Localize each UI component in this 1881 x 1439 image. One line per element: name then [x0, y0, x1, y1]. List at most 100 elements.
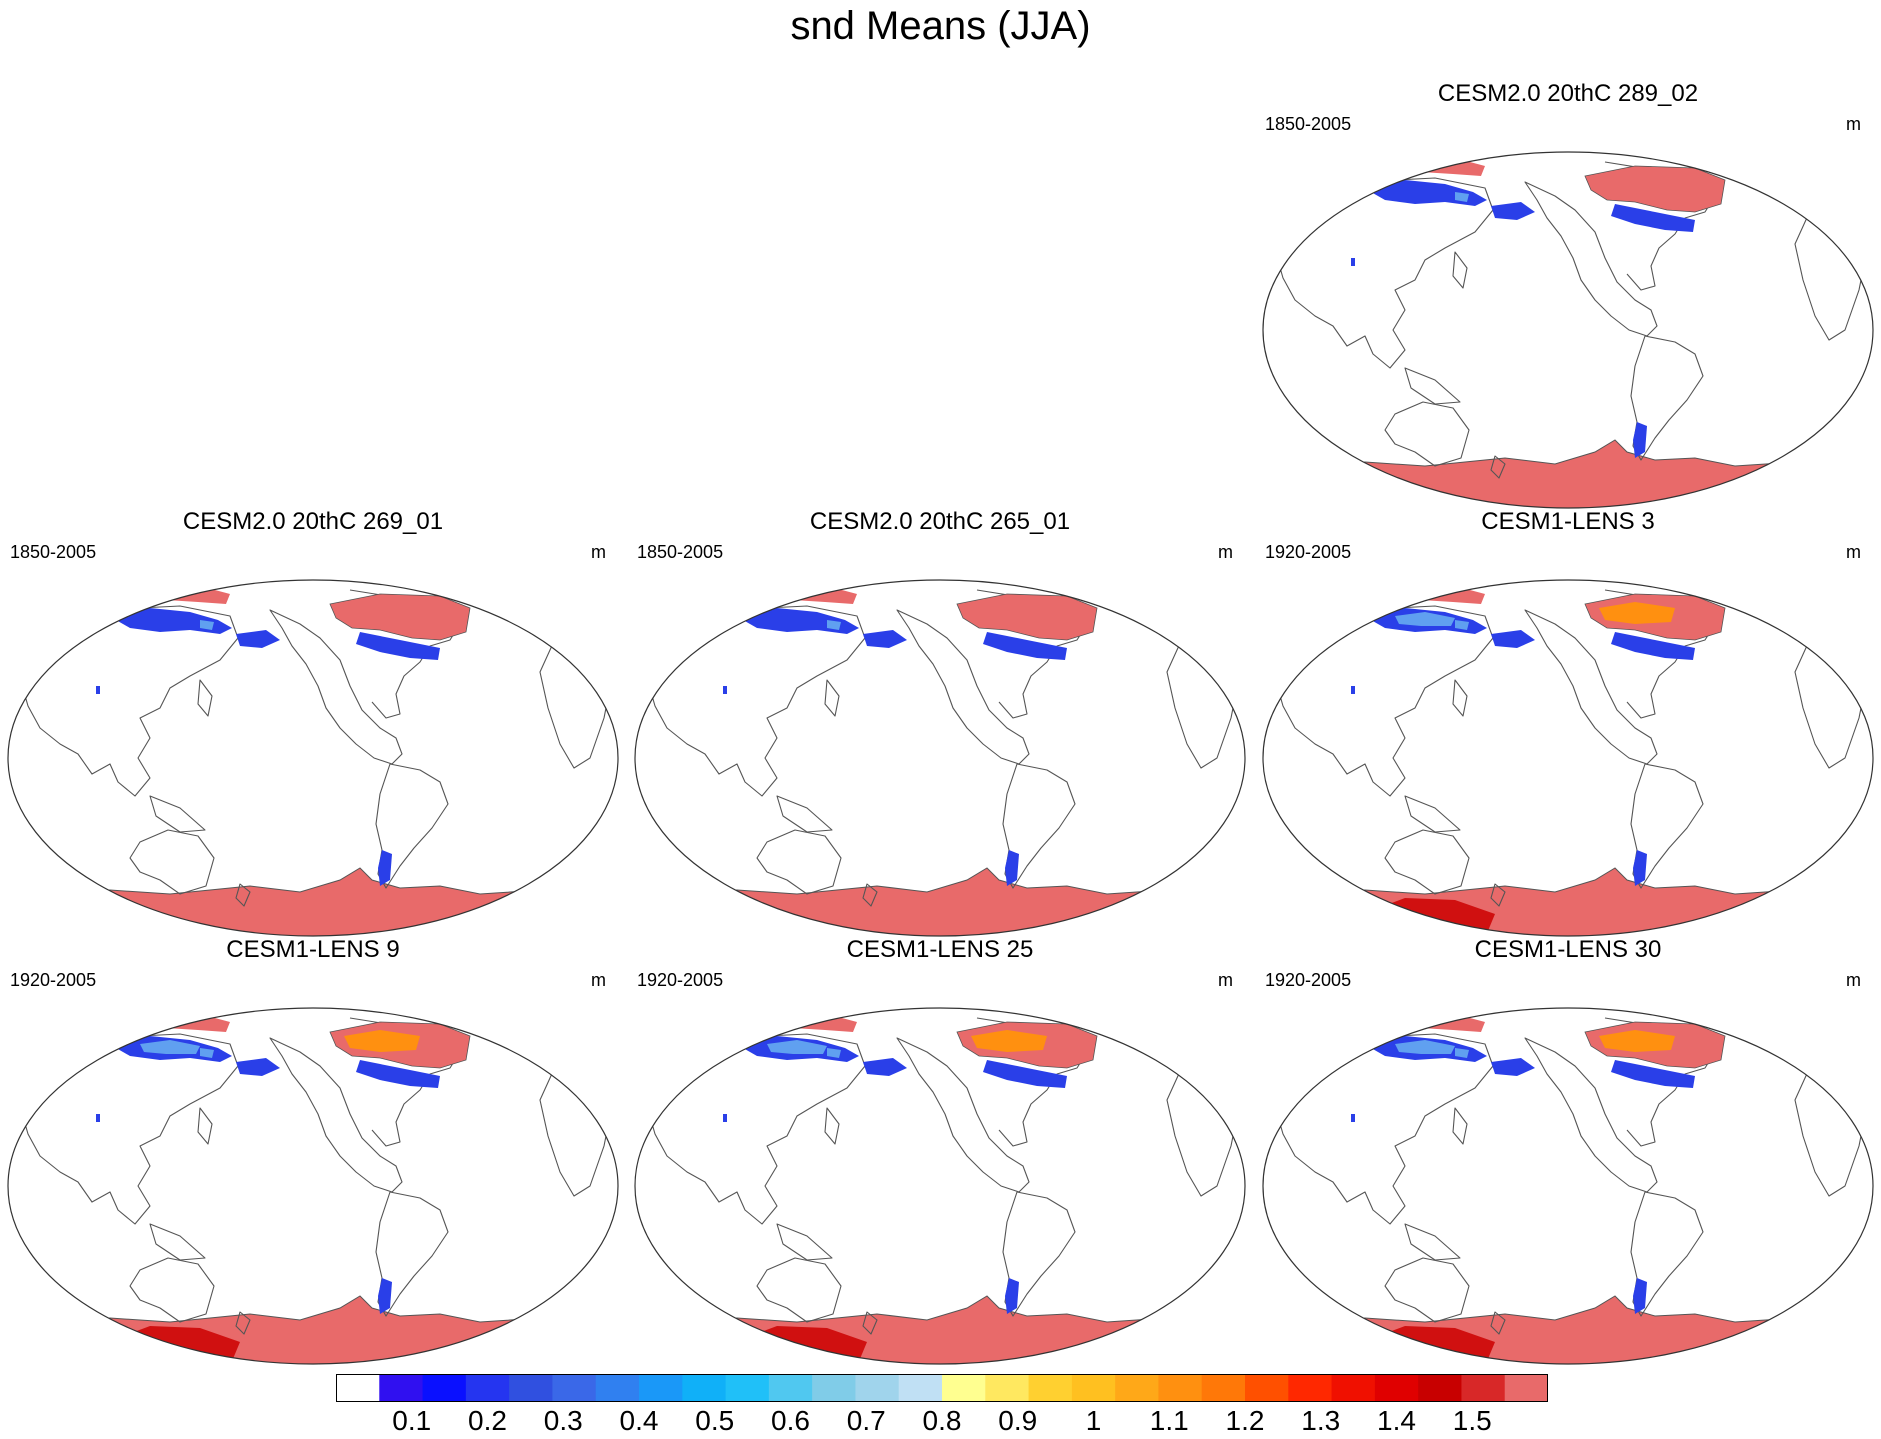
map-panel-cesm2-265-01: CESM2.0 20thC 265_01 1850-2005 m — [627, 508, 1253, 937]
panel-units: m — [1846, 542, 1861, 562]
siberia-mid-snow — [140, 1040, 200, 1054]
arctic-islands-coastline — [479, 1008, 541, 1045]
japan-coastline — [1452, 1107, 1468, 1145]
antarctica-deep-snow-east — [1107, 1336, 1237, 1364]
colorbar-tick-label: 1.5 — [1452, 1405, 1492, 1436]
alaska-snow — [863, 630, 907, 648]
andes-snow — [1005, 850, 1019, 886]
siberia-mid-snow — [1395, 612, 1455, 626]
arctic-islands-coastline — [1734, 152, 1796, 189]
mid-snow-patch — [1455, 1048, 1469, 1058]
south-america-coastline — [1630, 1191, 1704, 1317]
colorbar-swatch — [1245, 1374, 1289, 1402]
hudson-snow — [983, 632, 1067, 660]
panel-title: CESM1-LENS 3 — [1481, 508, 1655, 535]
colorbar-swatch — [422, 1374, 467, 1402]
colorbar — [336, 1374, 1548, 1402]
japan-coastline — [824, 679, 840, 717]
ocean-background — [635, 1008, 1245, 1364]
panel-title: CESM2.0 20thC 289_02 — [1437, 80, 1699, 107]
map-border — [634, 579, 1246, 937]
colorbar-tick-label: 0.9 — [998, 1405, 1038, 1436]
mid-snow-patch — [200, 1048, 214, 1058]
antarctica-deep-snow-east — [480, 1336, 610, 1364]
new-zealand-coastline — [1490, 883, 1506, 907]
canadian-arctic-snow — [956, 593, 1098, 641]
siberia-mid-snow — [1395, 1040, 1455, 1054]
himalaya-snow — [1351, 1114, 1355, 1122]
panel-units: m — [591, 542, 606, 562]
hudson-snow — [1611, 1060, 1695, 1088]
colorbar-swatch — [1115, 1374, 1159, 1402]
andes-snow — [378, 1278, 392, 1314]
alaska-snow — [1491, 630, 1535, 648]
canadian-arctic-orange — [1599, 1030, 1675, 1052]
map-border — [1262, 151, 1874, 509]
map-border — [7, 1007, 619, 1365]
south-america-coastline — [1002, 1191, 1076, 1317]
japan-coastline — [1452, 679, 1468, 717]
panel-years: 1850-2005 — [10, 542, 97, 562]
ocean-background — [8, 1008, 618, 1364]
colorbar-frame — [336, 1374, 1548, 1402]
japan-coastline — [1452, 251, 1468, 289]
australia-coastline — [129, 1257, 215, 1323]
colorbar-swatch — [465, 1374, 510, 1402]
ocean-background — [1263, 580, 1873, 936]
mid-snow-patch — [1455, 192, 1469, 202]
south-america-coastline — [1630, 335, 1704, 461]
australia-coastline — [129, 829, 215, 895]
map-panel-lens-9: CESM1-LENS 9 1920-2005 m — [0, 936, 626, 1365]
colorbar-tick-label: 0.4 — [619, 1405, 659, 1436]
panel-units: m — [1218, 970, 1233, 990]
colorbar-labels: 0.1 0.2 0.3 0.4 0.5 0.6 0.7 0.8 0.9 1 1.1 1.2 1.3 1.4… — [336, 1405, 1548, 1439]
arctic-islands-coastline — [1734, 580, 1796, 617]
panel-years: 1850-2005 — [1265, 114, 1352, 134]
map-border — [1262, 1007, 1874, 1365]
colorbar-swatch — [1331, 1374, 1376, 1402]
colorbar-tick-label: 1.4 — [1377, 1405, 1416, 1436]
panel-years: 1920-2005 — [10, 970, 97, 990]
colorbar-swatch — [1504, 1374, 1548, 1402]
siberia-mid-snow — [767, 1040, 827, 1054]
canadian-arctic-snow — [329, 593, 471, 641]
colorbar-swatch — [336, 1374, 380, 1402]
himalaya-snow — [1351, 258, 1355, 266]
map-svg — [634, 579, 1246, 937]
arctic-islands-coastline — [1106, 580, 1168, 617]
arctic-islands-coastline — [479, 580, 541, 617]
panel-title: CESM2.0 20thC 269_01 — [182, 508, 444, 535]
andes-snow — [1005, 1278, 1019, 1314]
colorbar-swatch — [1288, 1374, 1333, 1402]
panel-title: CESM1-LENS 25 — [846, 936, 1034, 963]
colorbar-tick-label: 0.7 — [846, 1405, 886, 1436]
himalaya-snow — [723, 1114, 727, 1122]
colorbar-swatch — [942, 1374, 986, 1402]
hudson-snow — [1611, 632, 1695, 660]
mid-snow-patch — [200, 620, 214, 630]
ocean-background — [8, 580, 618, 936]
colorbar-tick-label: 0.6 — [771, 1405, 810, 1436]
colorbar-swatch — [595, 1374, 640, 1402]
colorbar-swatch — [509, 1374, 553, 1402]
map-svg — [1262, 579, 1874, 937]
panel-years: 1920-2005 — [1265, 970, 1352, 990]
alaska-snow — [1491, 1058, 1535, 1076]
panel-title: CESM2.0 20thC 265_01 — [809, 508, 1071, 535]
new-zealand-coastline — [235, 883, 251, 907]
new-zealand-coastline — [862, 1311, 878, 1335]
andes-snow — [1633, 1278, 1647, 1314]
map-panel-lens-3: CESM1-LENS 3 1920-2005 m — [1255, 508, 1881, 937]
panel-units: m — [1846, 970, 1861, 990]
panel-years: 1850-2005 — [637, 542, 724, 562]
himalaya-snow — [723, 686, 727, 694]
canadian-arctic-snow — [1584, 165, 1726, 213]
colorbar-swatch — [812, 1374, 856, 1402]
panel-units: m — [1218, 542, 1233, 562]
australia-coastline — [1384, 829, 1470, 895]
map-border — [634, 1007, 1246, 1365]
colorbar-tick-label: 0.1 — [392, 1405, 432, 1436]
figure-title: snd Means (JJA) — [790, 4, 1091, 48]
alaska-snow — [1491, 202, 1535, 220]
colorbar-swatch — [768, 1374, 813, 1402]
